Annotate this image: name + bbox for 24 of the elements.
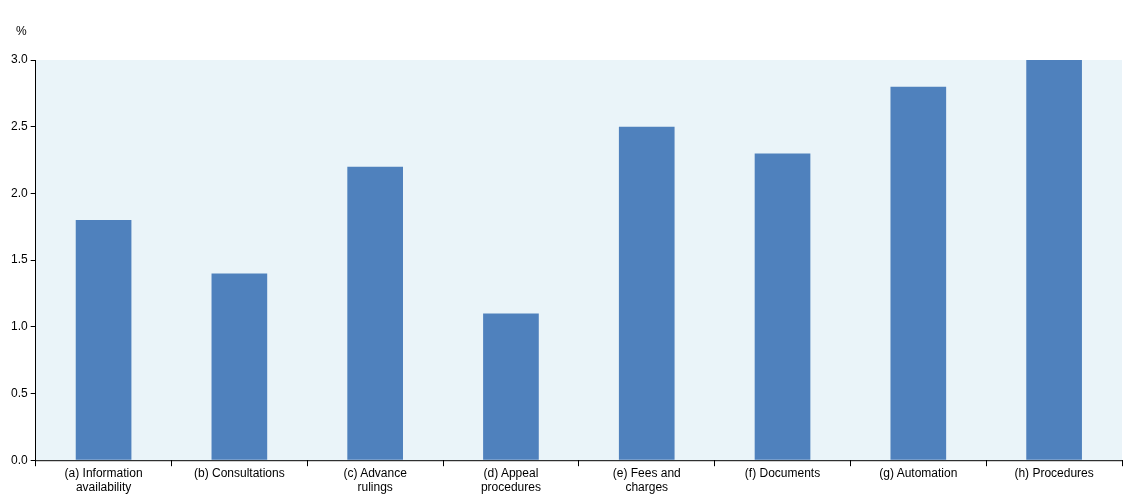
- x-tick-label: (d) Appeal procedures: [480, 465, 541, 495]
- x-tick-label: (g) Automation: [879, 465, 958, 480]
- bar: [1026, 60, 1082, 460]
- bar: [347, 166, 403, 460]
- x-tick-label: (a) Information availability: [64, 465, 143, 495]
- bar: [754, 153, 811, 460]
- y-tick-label: 1.5: [10, 252, 28, 267]
- y-axis-title: %: [16, 24, 27, 39]
- y-tick-label: 2.0: [10, 185, 28, 200]
- bar: [483, 313, 539, 460]
- y-tick-label: 2.5: [10, 119, 28, 134]
- x-tick-label: (f) Documents: [744, 465, 821, 480]
- bar: [618, 126, 675, 460]
- y-tick-label: 3.0: [10, 52, 28, 67]
- y-tick-label: 0.0: [10, 452, 28, 467]
- y-tick-label: 1.0: [10, 319, 28, 334]
- bar: [211, 273, 268, 460]
- bar: [890, 86, 947, 460]
- x-tick-label: (c) Advance rulings: [343, 465, 408, 495]
- x-tick-label: (e) Fees and charges: [612, 465, 681, 495]
- bar: [75, 220, 132, 460]
- x-tick-label: (b) Consultations: [194, 465, 285, 480]
- y-tick-label: 0.5: [10, 385, 28, 400]
- x-tick-label: (h) Procedures: [1014, 465, 1094, 480]
